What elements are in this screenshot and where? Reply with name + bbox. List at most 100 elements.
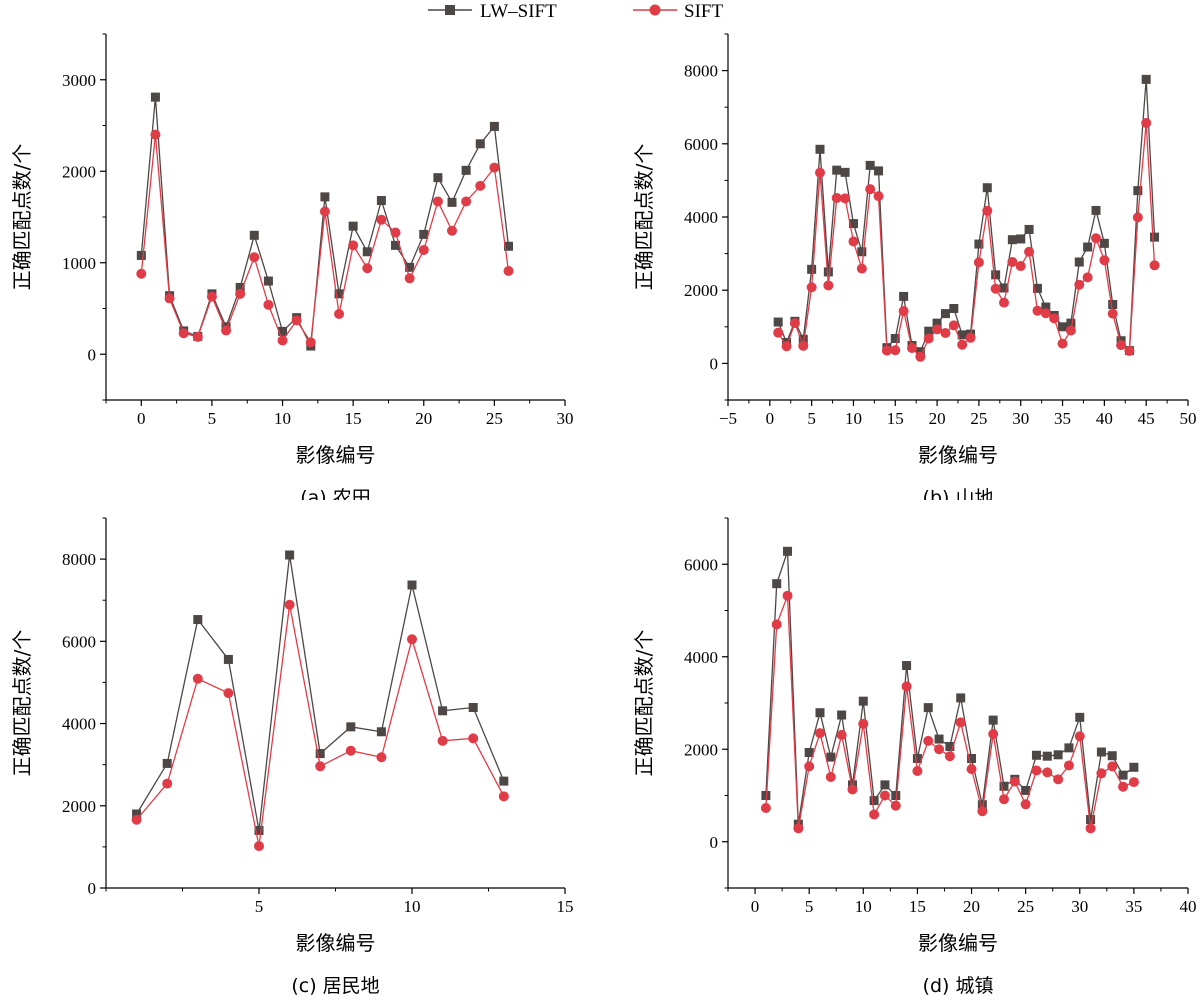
chart-mountain-point-lw-sift [1141,74,1151,84]
chart-town-x-tick-label: 30 [1071,897,1088,916]
chart-mountain-point-lw-sift [1032,283,1042,293]
chart-farmland-point-sift [319,206,330,217]
chart-town-point-lw-sift [1075,712,1085,722]
chart-mountain-point-sift [973,257,984,268]
chart-town-point-sift [815,728,825,739]
chart-residential-point-lw-sift [407,580,417,590]
chart-farmland-point-lw-sift [249,230,259,240]
chart-mountain-point-lw-sift [940,309,950,319]
chart-town-x-axis-title: 影像编号 [918,931,998,955]
chart-mountain-point-sift [1082,272,1093,283]
chart-town-point-lw-sift [967,754,977,763]
chart-town-point-lw-sift [815,708,825,718]
chart-mountain-point-lw-sift [798,334,808,344]
chart-mountain-point-lw-sift [1016,234,1026,244]
chart-farmland-y-axis-title: 正确匹配点数/个 [10,144,34,291]
chart-residential-point-lw-sift [499,776,509,786]
chart-mountain-point-lw-sift [915,347,925,357]
chart-town-point-sift [1128,777,1139,788]
chart-farmland-point-sift [206,291,217,302]
chart-farmland-point-lw-sift [235,282,245,292]
chart-farmland-point-lw-sift [278,326,288,336]
chart-mountain-point-lw-sift [932,318,942,328]
chart-farmland-point-sift [475,180,486,191]
chart-town-point-sift [804,761,815,772]
chart-residential-point-sift [376,752,387,763]
chart-farmland-point-sift [235,288,246,299]
chart-farmland-point-sift [291,315,302,326]
chart-town-point-lw-sift [826,752,836,762]
chart-residential-point-lw-sift [346,722,356,732]
chart-farmland-point-sift [136,268,147,279]
chart-town-y-axis-title: 正确匹配点数/个 [632,630,656,777]
chart-town-point-sift [782,590,793,601]
chart-residential-x-axis-title: 影像编号 [296,931,376,955]
chart-mountain-point-sift [965,332,976,343]
chart-mountain-y-tick-label: 4000 [684,208,718,227]
chart-mountain-point-lw-sift [924,326,934,336]
chart-mountain-point-sift [1107,308,1118,319]
chart-town-point-lw-sift [1129,762,1139,772]
chart-town-point-sift [1042,767,1053,778]
chart-farmland-point-sift [150,129,161,140]
chart-mountain-x-tick-label: 10 [845,409,862,428]
chart-farmland-point-lw-sift [376,196,386,206]
chart-residential-point-lw-sift [285,550,295,560]
chart-mountain-point-lw-sift [899,291,909,301]
chart-town-point-lw-sift [999,781,1009,791]
chart-town-point-lw-sift [1053,750,1063,760]
chart-mountain-point-sift [1040,308,1051,319]
chart-residential-point-lw-sift [132,809,142,819]
chart-town-point-sift [836,729,847,740]
chart-residential-point-sift [223,688,234,699]
chart-farmland-point-lw-sift [419,229,429,239]
chart-mountain-point-sift [840,193,851,204]
chart-mountain-point-sift [1116,340,1127,351]
chart-farmland-point-sift [249,252,260,263]
chart-town-x-tick-label: 10 [855,897,872,916]
chart-mountain-x-axis-title: 影像编号 [918,443,998,467]
chart-residential-point-lw-sift [468,703,478,713]
chart-farmland-point-sift [305,337,316,348]
chart-mountain-point-sift [1099,255,1110,266]
chart-mountain-point-sift [848,236,859,247]
chart-town-x-tick-label: 40 [1180,897,1197,916]
chart-farmland-point-sift [192,331,203,342]
chart-mountain-y-tick-label: 2000 [684,281,718,300]
legend-item-sift: SIFT [633,1,723,22]
chart-mountain-point-sift [1032,305,1043,316]
chart-farmland-point-sift [404,273,415,284]
chart-town-point-lw-sift [858,696,868,706]
chart-residential-caption: (c) 居民地 [291,975,379,997]
chart-mountain-point-sift [806,282,817,293]
chart-mountain-point-sift [990,283,1001,294]
chart-farmland-point-sift [503,265,514,276]
chart-residential-point-sift [407,634,417,645]
chart-town-point-sift [1074,731,1085,742]
chart-residential-x-tick-label: 5 [255,897,264,916]
chart-town-point-lw-sift [1042,751,1052,761]
chart-town-caption: (d) 城镇 [923,975,994,997]
chart-town-point-sift [771,619,782,630]
chart-town-point-lw-sift [945,741,955,751]
chart-residential-line-sift [136,604,505,847]
chart-farmland-point-lw-sift [334,289,344,299]
chart-town-point-sift [879,790,890,801]
chart-town-point-sift [912,765,923,776]
chart-mountain-point-sift [1007,257,1018,268]
chart-farmland-point-sift [390,227,401,238]
chart-mountain-point-sift [932,324,943,335]
chart-residential-point-sift [498,791,509,802]
chart-town-point-sift [869,809,880,820]
chart-town-y-tick-label: 4000 [684,648,718,667]
chart-mountain-point-sift [1091,233,1101,244]
chart-town-point-sift [793,823,804,834]
chart-town-point-sift [934,744,945,755]
chart-town-point-lw-sift [891,791,901,800]
chart-town-x-tick-label: 15 [909,897,926,916]
chart-mountain-point-sift [957,339,968,350]
chart-mountain-point-sift [831,192,842,203]
chart-farmland-x-tick-label: 5 [208,409,217,428]
chart-town-point-lw-sift [902,661,912,671]
chart-town-point-sift [966,764,977,775]
